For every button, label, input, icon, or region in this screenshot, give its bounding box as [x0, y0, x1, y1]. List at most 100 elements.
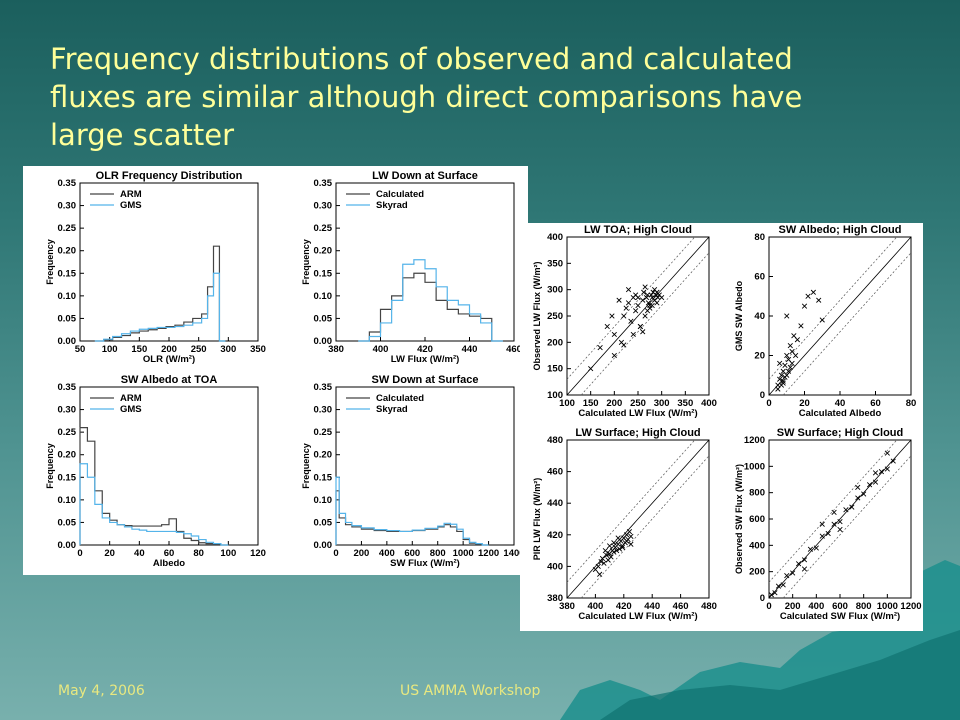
legend-entry: Calculated — [376, 393, 424, 404]
data-point — [598, 559, 604, 565]
data-point — [777, 360, 783, 367]
x-tick-label: 1000 — [877, 601, 898, 612]
y-tick-label: 0.00 — [314, 336, 333, 347]
data-point — [588, 366, 594, 372]
data-point — [784, 313, 790, 319]
slide-title: Frequency distributions of observed and … — [50, 42, 803, 152]
y-tick-label: 0.05 — [314, 313, 333, 324]
y-tick-label: 0.15 — [314, 268, 333, 279]
data-point — [780, 582, 786, 588]
data-point — [805, 293, 811, 299]
x-tick-label: 50 — [75, 344, 86, 355]
y-tick-label: 100 — [547, 390, 563, 401]
x-tick-label: 400 — [808, 601, 824, 612]
y-axis-label: PIR LW Flux (W/m²) — [532, 478, 542, 561]
y-tick-label: 420 — [547, 530, 563, 541]
data-point — [843, 507, 849, 513]
bound-line — [566, 439, 696, 583]
data-point — [630, 331, 636, 338]
data-point — [655, 294, 661, 301]
y-tick-label: 1000 — [744, 461, 765, 472]
data-point — [628, 533, 634, 539]
x-axis-label: LW Flux (W/m²) — [391, 354, 460, 365]
series-line — [335, 476, 489, 546]
y-tick-label: 0.10 — [58, 495, 77, 506]
y-tick-label: 0.20 — [58, 450, 77, 461]
x-tick-label: 0 — [766, 601, 771, 612]
data-point — [784, 572, 790, 579]
y-tick-label: 80 — [754, 232, 765, 243]
data-point — [642, 313, 648, 319]
y-tick-label: 380 — [547, 593, 563, 604]
y-tick-label: 350 — [547, 258, 563, 269]
one-to-one-line — [768, 236, 912, 396]
y-tick-label: 0.30 — [58, 201, 77, 212]
data-point — [599, 555, 606, 562]
data-point — [768, 592, 774, 598]
data-point — [628, 541, 634, 547]
x-tick-label: 400 — [701, 398, 717, 409]
bound-line — [566, 236, 696, 380]
x-tick-label: 100 — [559, 398, 575, 409]
chart-5: SW Albedo; High Cloud 0 20 40 60 80 0 20 40 60 80 C… — [734, 224, 916, 419]
y-tick-label: 0.00 — [314, 540, 333, 551]
frequency-distribution-panel: OLR Frequency Distribution 50 100 150 200 250… — [23, 166, 528, 575]
x-tick-label: 420 — [417, 344, 433, 355]
data-point — [780, 378, 786, 384]
data-point — [855, 484, 861, 491]
chart-title: SW Surface; High Cloud — [777, 427, 904, 439]
legend-entry: Skyrad — [376, 200, 408, 211]
x-tick-label: 350 — [250, 344, 266, 355]
x-tick-label: 60 — [164, 548, 175, 559]
y-tick-label: 40 — [754, 311, 765, 322]
y-tick-label: 0.25 — [58, 223, 77, 234]
y-tick-label: 0.35 — [314, 178, 333, 189]
data-point — [816, 297, 822, 303]
data-point — [861, 491, 867, 497]
data-point — [635, 302, 641, 309]
data-point — [625, 287, 632, 293]
y-axis-label: Frequency — [45, 443, 55, 489]
data-point — [624, 538, 630, 544]
y-tick-label: 800 — [749, 488, 765, 499]
data-point — [787, 343, 793, 349]
legend-entry: Calculated — [376, 189, 424, 200]
y-tick-label: 0.10 — [314, 291, 333, 302]
y-tick-label: 200 — [547, 337, 563, 348]
y-tick-label: 0.30 — [314, 405, 333, 416]
x-tick-label: 40 — [835, 398, 846, 409]
x-tick-label: 480 — [701, 601, 717, 612]
data-point — [626, 529, 633, 535]
legend-entry: ARM — [120, 393, 142, 404]
data-point — [602, 547, 608, 554]
x-axis-label: Calculated LW Flux (W/m²) — [578, 408, 697, 419]
chart-title: LW Surface; High Cloud — [575, 427, 700, 439]
x-tick-label: 800 — [856, 601, 872, 612]
x-tick-label: 150 — [131, 344, 147, 355]
y-tick-label: 400 — [547, 561, 563, 572]
data-point — [831, 509, 837, 516]
x-tick-label: 1400 — [503, 548, 524, 559]
y-tick-label: 250 — [547, 311, 563, 322]
y-tick-label: 440 — [547, 498, 563, 509]
y-tick-label: 1200 — [744, 435, 765, 446]
y-tick-label: 0.05 — [314, 517, 333, 528]
data-point — [831, 521, 837, 527]
footer-date: May 4, 2006 — [58, 683, 145, 699]
y-tick-label: 0.25 — [58, 427, 77, 438]
data-point — [647, 305, 653, 311]
data-point — [601, 560, 607, 566]
data-point — [645, 300, 652, 306]
data-point — [604, 552, 610, 558]
y-axis-label: Frequency — [301, 239, 311, 285]
x-tick-label: 250 — [630, 398, 646, 409]
y-axis-label: Frequency — [301, 443, 311, 489]
data-point — [604, 323, 610, 330]
series-line — [79, 463, 229, 546]
bound-line — [768, 236, 898, 380]
data-point — [782, 374, 788, 380]
series-line — [358, 259, 503, 342]
data-point — [597, 571, 603, 577]
